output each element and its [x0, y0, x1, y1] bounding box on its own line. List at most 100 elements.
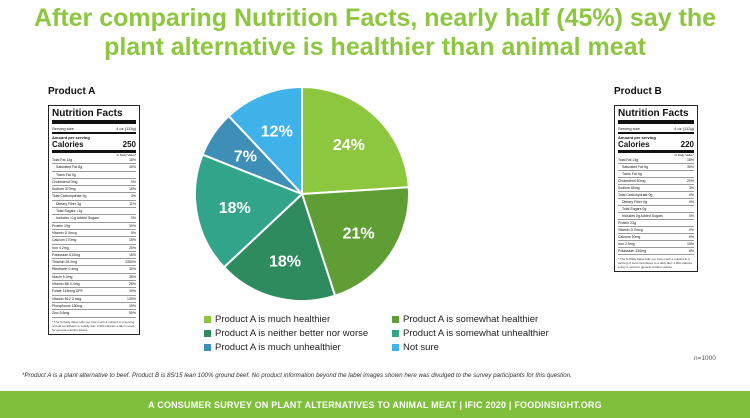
nutrient-label: Saturated Fat 6g: [622, 165, 649, 169]
nutrient-value: 15%: [686, 242, 694, 246]
nutrient-value: 0%: [688, 228, 694, 232]
legend-swatch: [392, 330, 399, 337]
nutrient-label: Vitamin D 0mcg: [618, 228, 643, 232]
nutrient-value: 15%: [128, 303, 136, 308]
nutrient-label: Sodium 65mg: [618, 186, 640, 190]
nutrient-value: 50%: [128, 311, 136, 316]
nutrient-label: Protein 19g: [52, 223, 70, 228]
nutrient-label: Dietary Fiber 0g: [622, 200, 647, 204]
nutrient-value: 30%: [128, 267, 136, 272]
nutrient-value: 0%: [688, 200, 694, 204]
nutrient-value: 3%: [130, 194, 136, 199]
nutrient-label: Cholesterol 0mg: [52, 179, 78, 184]
sample-size-label: n=1000: [694, 355, 716, 362]
nutrient-row: Iron 4.2mg 25%: [52, 245, 136, 252]
nutrient-value: 18%: [128, 158, 136, 162]
nutrient-row: Saturated Fat 6g 30%: [618, 164, 694, 171]
nutrient-label: Protein 23g: [618, 221, 636, 225]
legend-label: Product A is much unhealthier: [215, 342, 341, 353]
calories-row: Calories 220: [618, 140, 694, 153]
calories-value: 250: [122, 140, 136, 149]
pie-slice: [300, 186, 410, 298]
nutrient-label: Includes 0g Added Sugars: [622, 214, 663, 218]
pie-slice: [194, 153, 304, 269]
serving-size-value: 4 oz (112g): [674, 126, 694, 131]
nutrient-row: Vitamin D 0mcg 0%: [618, 227, 694, 234]
nutrient-label: Saturated Fat 8g: [56, 165, 83, 170]
nutrient-row: Calcium 170mg 15%: [52, 237, 136, 245]
nutrient-label: Niacin 5.3mg: [52, 274, 73, 279]
calories-label: Calories: [618, 140, 650, 149]
legend-swatch: [204, 344, 211, 351]
nutrient-row: Folate 115mcg DFE 30%: [52, 288, 136, 296]
nutrient-label: Sodium 370mg: [52, 187, 76, 192]
nutrient-row: Total Sugars <1g: [52, 208, 136, 216]
product-b-nutrition-label: Nutrition Facts Serving size 4 oz (112g)…: [614, 105, 698, 272]
nutrient-value: 20%: [686, 179, 694, 183]
legend-item: Product A is neither better nor worse: [204, 328, 386, 339]
daily-value-header: % Daily Value*: [116, 153, 136, 157]
legend-swatch: [392, 316, 399, 323]
nutrient-row: Vitamin D 0mcg 0%: [52, 230, 136, 238]
nutrient-rows: Total Fat 14g 18% Saturated Fat 8g 40% Trans…: [52, 157, 136, 318]
nutrient-value: 18%: [686, 158, 694, 162]
slice-data-label: 7%: [234, 149, 257, 166]
nutrient-value: 16%: [128, 187, 136, 192]
nutrient-row: Cholesterol 60mg 20%: [618, 178, 694, 185]
nutrient-row: Dietary Fiber 0g 0%: [618, 199, 694, 206]
nutrient-label: Vitamin B6 0.4mg: [52, 282, 80, 287]
nutrient-label: Vitamin B12 3 mcg: [52, 296, 82, 301]
slice-data-label: 12%: [261, 123, 293, 140]
nutrient-row: Trans Fat 0g: [618, 171, 694, 178]
pie-slice: [222, 192, 337, 302]
nutrient-row: Protein 23g: [618, 220, 694, 227]
nutrient-label: Iron 2.5mg: [618, 242, 635, 246]
nutrient-row: Vitamin B12 3 mcg 130%: [52, 296, 136, 303]
nutrient-value: 30%: [128, 289, 136, 294]
calories-row: Calories 250: [52, 140, 136, 153]
nutrient-row: Potassium 330mg 6%: [618, 248, 694, 255]
nutrient-row: Niacin 5.3mg 35%: [52, 274, 136, 282]
slice-data-label: 18%: [219, 200, 251, 217]
nutrient-row: Total Carbohydrate 0g 0%: [618, 192, 694, 199]
nutrient-value: 30%: [686, 165, 694, 169]
slice-data-label: 24%: [333, 137, 365, 154]
nutrient-row: Cholesterol 0mg 0%: [52, 179, 136, 187]
nutrient-label: Riboflavin 0.4mg: [52, 267, 79, 272]
nutrition-facts-header: Nutrition Facts: [618, 108, 694, 124]
nutrition-facts-header: Nutrition Facts: [52, 108, 136, 124]
nutrient-value: 0%: [688, 214, 694, 218]
serving-size-value: 4 oz (113g): [116, 126, 136, 131]
nutrient-label: Total Carbohydrate 9g: [52, 194, 87, 199]
serving-size-row: Serving size 4 oz (113g): [52, 126, 136, 134]
calories-value: 220: [680, 140, 694, 149]
legend-label: Product A is somewhat unhealthier: [403, 328, 549, 339]
pie-slice: [301, 85, 410, 196]
product-a-nutrition-label: Nutrition Facts Serving size 4 oz (113g)…: [48, 105, 140, 335]
nutrient-label: Calcium 170mg: [52, 238, 77, 243]
nutrient-rows: Total Fat 14g 18% Saturated Fat 6g 30% Trans…: [618, 157, 694, 255]
nutrient-value: 0%: [130, 216, 136, 221]
nutrient-row: Total Carbohydrate 9g 3%: [52, 193, 136, 201]
amount-per-serving: Amount per serving: [52, 135, 90, 140]
nutrient-label: Potassium 610mg: [52, 252, 81, 257]
nutrient-value: 35%: [128, 274, 136, 279]
nutrient-label: Total Fat 14g: [618, 158, 639, 162]
footer-text: A CONSUMER SURVEY ON PLANT ALTERNATIVES …: [148, 399, 602, 410]
nutrient-label: Includes <1g Added Sugars: [56, 216, 99, 221]
nutrient-label: Thiamin 28.2mg: [52, 260, 78, 265]
legend-swatch: [204, 316, 211, 323]
nutrient-value: 0%: [688, 235, 694, 239]
footer-banner: A CONSUMER SURVEY ON PLANT ALTERNATIVES …: [0, 391, 750, 418]
nutrient-label: Calcium 10mg: [618, 235, 641, 239]
nutrient-label: Zinc 5.5mg: [52, 311, 70, 316]
serving-size-row: Serving size 4 oz (112g): [618, 126, 694, 134]
calories-label: Calories: [52, 140, 84, 149]
nutrient-row: Total Sugars 0g: [618, 206, 694, 213]
nutrient-label: Phosphorus 180mg: [52, 303, 83, 308]
title-line-1: After comparing Nutrition Facts, nearly …: [33, 4, 717, 32]
nutrient-row: Saturated Fat 8g 40%: [52, 164, 136, 172]
nutrient-value: 0%: [688, 193, 694, 197]
nutrient-row: Total Fat 14g 18%: [52, 157, 136, 165]
